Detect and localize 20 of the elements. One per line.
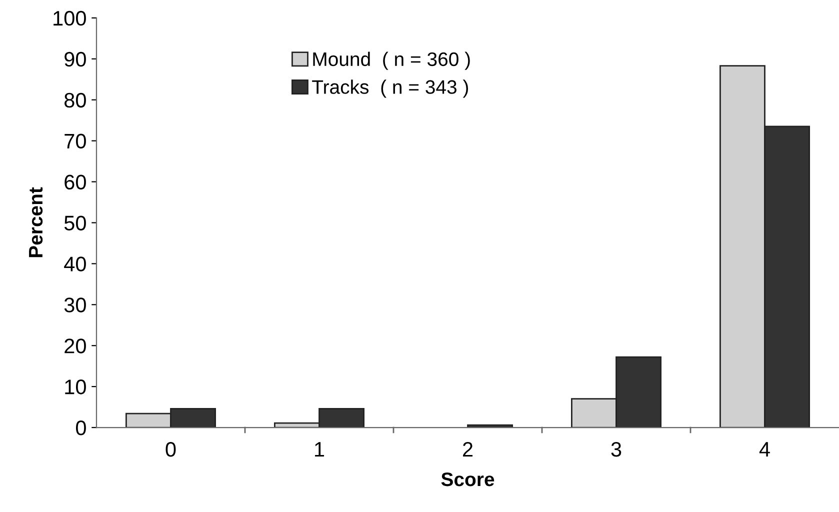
x-tick-label: 2 [463,442,472,457]
x-tick-label: 3 [611,442,622,457]
y-axis-title: Percent [29,187,43,258]
y-tick-label: 90 [64,52,86,67]
x-tick-label: 4 [759,442,770,457]
y-tick-label: 40 [64,256,86,272]
y-tick-label: 20 [64,338,86,354]
y-tick-label: 80 [64,92,86,108]
y-tick-label: 60 [64,174,86,190]
y-tick-label: 10 [65,380,86,394]
x-axis-title: Score [441,472,494,486]
x-tick-label: 1 [315,442,324,457]
x-tick-label: 0 [166,442,176,457]
y-tick-label: 0 [76,420,86,436]
y-tick-label: 30 [64,298,86,312]
y-tick-label: 50 [64,216,86,230]
legend-label: Tracks ( n = 343 ) [312,80,468,98]
legend-label: Mound ( n = 360 ) [313,52,470,70]
y-tick-label: 70 [64,134,86,149]
y-tick-label: 100 [54,10,86,26]
